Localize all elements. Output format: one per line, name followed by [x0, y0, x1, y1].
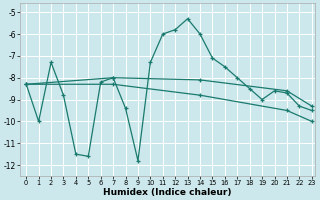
X-axis label: Humidex (Indice chaleur): Humidex (Indice chaleur): [103, 188, 232, 197]
